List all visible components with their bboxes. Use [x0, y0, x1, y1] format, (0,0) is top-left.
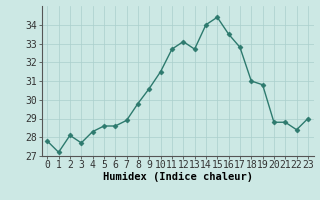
X-axis label: Humidex (Indice chaleur): Humidex (Indice chaleur) [103, 172, 252, 182]
